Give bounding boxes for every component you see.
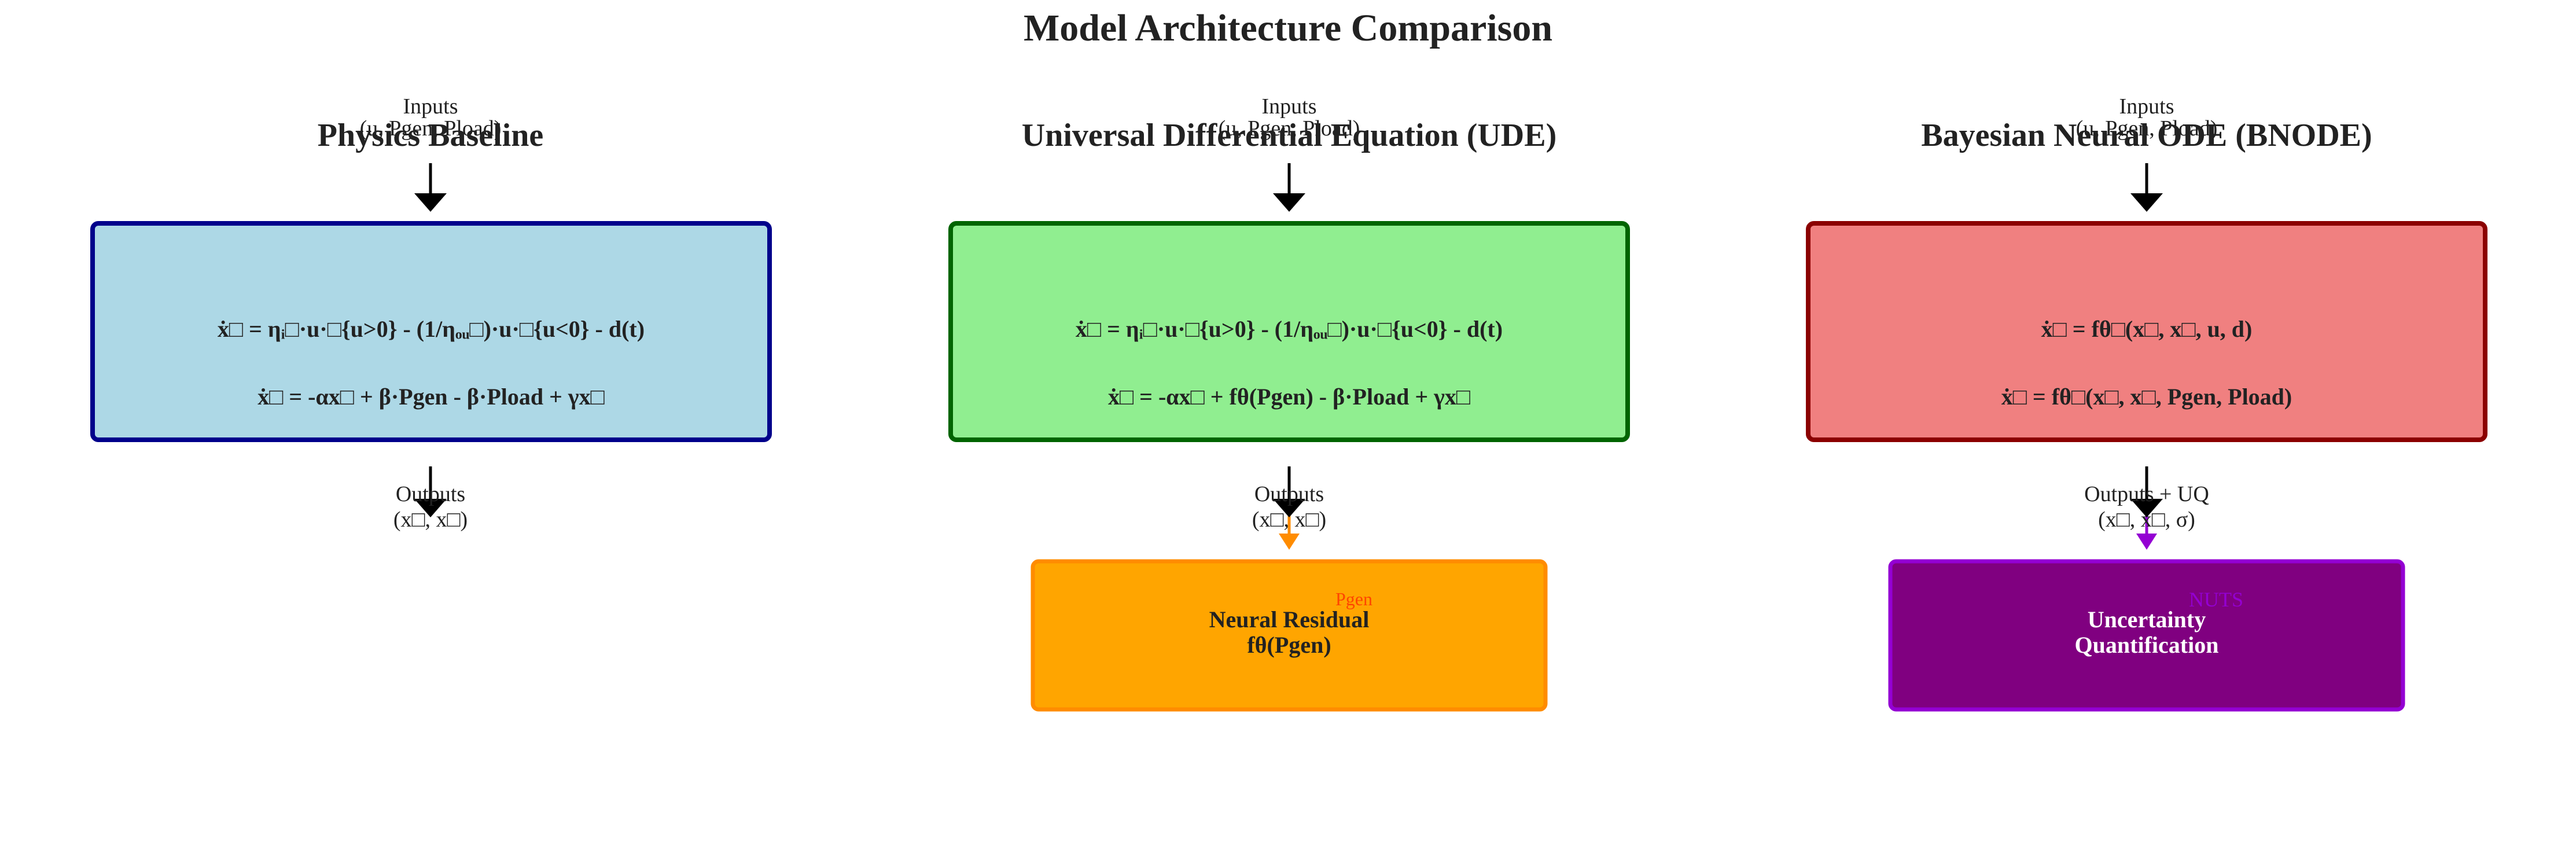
input-arrow	[1273, 163, 1305, 212]
residual-input-label: Pgen	[1335, 589, 1372, 609]
diagram-title: Model Architecture Comparison	[1024, 7, 1552, 49]
inputs-vars: (u, Pgen, Pload)	[360, 116, 502, 141]
input-arrow	[2130, 163, 2163, 212]
output-arrow	[2130, 466, 2163, 517]
model-box	[90, 221, 772, 442]
sampler-label: NUTS	[2189, 588, 2243, 611]
outputs-vars: (x□, x□)	[393, 507, 468, 532]
model-box	[948, 221, 1630, 442]
inputs-label: Inputs	[1262, 94, 1317, 119]
panel-physics-baseline: Inputs (u, Pgen, Pload) Physics Baseline…	[90, 94, 772, 532]
inputs-label: Inputs	[403, 94, 458, 119]
neural-residual-box	[1031, 559, 1548, 712]
panel-ude: Inputs (u, Pgen, Pload) Universal Differ…	[948, 94, 1630, 712]
input-arrow	[414, 163, 447, 212]
panel-heading: Physics Baseline	[318, 117, 543, 153]
model-box	[1806, 221, 2487, 442]
equation-line-2: ẋ□ = -αx□ + β·Pgen - β·Pload + γx□	[257, 384, 605, 410]
panel-bnode: Inputs (u, Pgen, Pload) Bayesian Neural …	[1806, 94, 2487, 712]
uncertainty-subtitle: Quantification	[2075, 632, 2219, 658]
output-arrow	[414, 466, 447, 517]
outputs-label: Outputs	[396, 482, 465, 506]
equation-line-2: ẋ□ = fθ□(x□, x□, Pgen, Pload)	[2001, 384, 2292, 410]
uncertainty-box	[1888, 559, 2405, 712]
outputs-vars: (x□, x□)	[1252, 507, 1326, 532]
inputs-label: Inputs	[2119, 94, 2174, 119]
outputs-label: Outputs + UQ	[2084, 482, 2209, 506]
output-arrow	[1273, 466, 1305, 517]
equation-line-2: ẋ□ = -αx□ + fθ(Pgen) - β·Pload + γx□	[1108, 384, 1470, 410]
neural-residual-title: Neural Residual	[1209, 606, 1370, 632]
neural-residual-formula: fθ(Pgen)	[1247, 632, 1331, 658]
equation-line-1: ẋ□ = ηᵢ□·u·□{u>0} - (1/ηₒᵤ□)·u·□{u<0} - …	[1076, 316, 1503, 342]
panel-heading: Universal Differential Equation (UDE)	[1022, 117, 1557, 153]
equation-line-1: ẋ□ = ηᵢ□·u·□{u>0} - (1/ηₒᵤ□)·u·□{u<0} - …	[218, 316, 645, 342]
equation-line-1: ẋ□ = fθ□(x□, x□, u, d)	[2041, 316, 2253, 342]
uncertainty-title: Uncertainty	[2088, 606, 2206, 632]
panel-heading: Bayesian Neural ODE (BNODE)	[1921, 117, 2372, 153]
inputs-vars: (u, Pgen, Pload)	[1219, 116, 1360, 141]
outputs-label: Outputs	[1254, 482, 1324, 506]
inputs-vars: (u, Pgen, Pload)	[2076, 116, 2218, 141]
outputs-vars: (x□, x□, σ)	[2098, 507, 2195, 532]
